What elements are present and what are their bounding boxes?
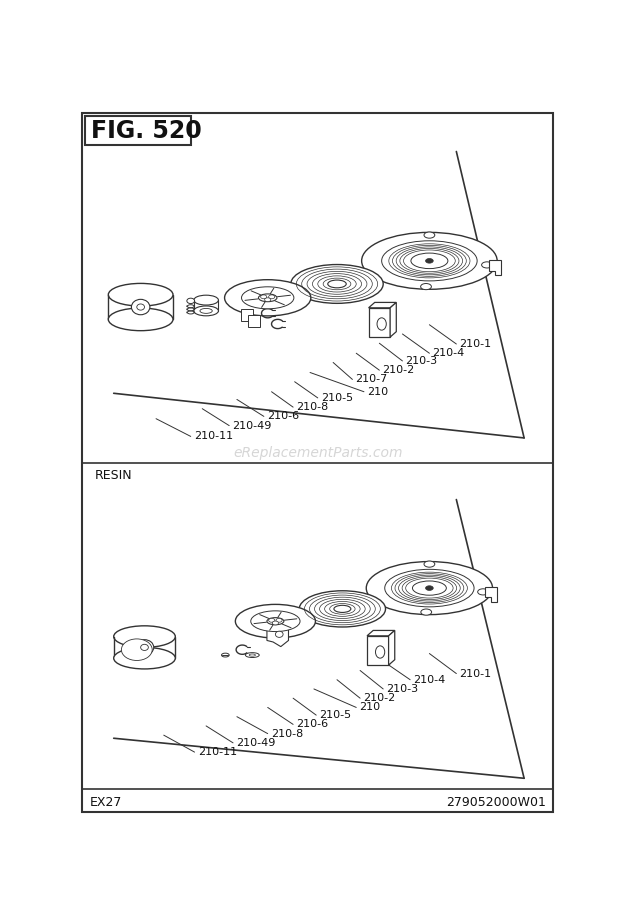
Polygon shape xyxy=(368,302,396,308)
Text: 210-5: 210-5 xyxy=(321,393,353,403)
Ellipse shape xyxy=(275,631,283,638)
Polygon shape xyxy=(390,302,396,337)
Ellipse shape xyxy=(291,265,383,303)
Ellipse shape xyxy=(425,585,433,591)
Polygon shape xyxy=(241,309,253,321)
Text: eReplacementParts.com: eReplacementParts.com xyxy=(233,445,402,460)
Ellipse shape xyxy=(385,570,474,606)
Ellipse shape xyxy=(412,581,446,595)
Ellipse shape xyxy=(420,284,432,289)
Ellipse shape xyxy=(328,280,346,288)
Text: 210-8: 210-8 xyxy=(296,402,329,412)
Ellipse shape xyxy=(236,605,316,638)
Ellipse shape xyxy=(246,653,259,658)
Ellipse shape xyxy=(194,295,218,305)
Ellipse shape xyxy=(361,233,497,289)
Polygon shape xyxy=(489,260,502,276)
Ellipse shape xyxy=(249,654,255,656)
Ellipse shape xyxy=(260,295,267,299)
Ellipse shape xyxy=(382,241,477,281)
Polygon shape xyxy=(389,630,395,665)
Ellipse shape xyxy=(187,299,195,303)
Text: 210-1: 210-1 xyxy=(459,339,492,349)
Ellipse shape xyxy=(411,253,448,268)
Ellipse shape xyxy=(267,617,284,625)
Polygon shape xyxy=(367,630,395,636)
Text: 210-11: 210-11 xyxy=(198,747,237,758)
Ellipse shape xyxy=(268,618,275,622)
Ellipse shape xyxy=(425,258,433,263)
Polygon shape xyxy=(368,308,390,337)
Ellipse shape xyxy=(424,561,435,567)
Polygon shape xyxy=(367,636,389,665)
Ellipse shape xyxy=(268,295,275,299)
Text: 210-8: 210-8 xyxy=(271,728,303,738)
Ellipse shape xyxy=(299,591,386,627)
Ellipse shape xyxy=(131,300,150,315)
Ellipse shape xyxy=(135,639,154,655)
Bar xyxy=(85,116,192,146)
Text: 210: 210 xyxy=(360,703,381,713)
Text: 210-6: 210-6 xyxy=(296,719,329,729)
Text: 210-3: 210-3 xyxy=(405,356,438,365)
Text: 210-5: 210-5 xyxy=(319,710,352,720)
Ellipse shape xyxy=(113,626,175,648)
Ellipse shape xyxy=(108,308,173,331)
Polygon shape xyxy=(485,587,497,602)
Ellipse shape xyxy=(482,262,492,268)
Ellipse shape xyxy=(122,639,152,660)
Polygon shape xyxy=(267,622,288,647)
Text: 210-1: 210-1 xyxy=(459,669,492,679)
Ellipse shape xyxy=(221,653,229,657)
Polygon shape xyxy=(247,315,260,327)
Ellipse shape xyxy=(265,298,271,301)
Ellipse shape xyxy=(421,609,432,616)
Text: 279052000W01: 279052000W01 xyxy=(446,796,546,809)
Text: FIG. 520: FIG. 520 xyxy=(91,119,202,143)
Text: EX27: EX27 xyxy=(90,796,122,809)
Ellipse shape xyxy=(108,283,173,306)
Text: 210-3: 210-3 xyxy=(386,684,418,694)
Text: 210-6: 210-6 xyxy=(267,411,299,421)
Text: 210-2: 210-2 xyxy=(363,693,396,703)
Text: 210-7: 210-7 xyxy=(355,375,388,385)
Text: 210: 210 xyxy=(367,387,388,397)
Text: 210-4: 210-4 xyxy=(433,348,465,358)
Text: 210-11: 210-11 xyxy=(194,431,233,442)
Text: 210-2: 210-2 xyxy=(383,365,415,376)
Ellipse shape xyxy=(276,618,282,622)
Ellipse shape xyxy=(366,562,492,615)
Ellipse shape xyxy=(334,605,351,613)
Ellipse shape xyxy=(194,306,218,316)
Ellipse shape xyxy=(250,611,300,631)
Ellipse shape xyxy=(242,287,294,309)
Ellipse shape xyxy=(477,589,489,595)
Ellipse shape xyxy=(137,304,144,311)
Ellipse shape xyxy=(376,646,385,659)
Ellipse shape xyxy=(424,232,435,238)
Ellipse shape xyxy=(272,621,278,625)
Text: 210-49: 210-49 xyxy=(232,420,272,431)
Ellipse shape xyxy=(377,318,386,330)
Ellipse shape xyxy=(200,309,212,313)
Text: 210-4: 210-4 xyxy=(413,675,446,685)
Ellipse shape xyxy=(113,648,175,669)
Text: 210-49: 210-49 xyxy=(236,738,275,747)
Text: RESIN: RESIN xyxy=(94,469,132,482)
Ellipse shape xyxy=(224,279,311,316)
Ellipse shape xyxy=(141,644,148,650)
Ellipse shape xyxy=(259,294,277,301)
